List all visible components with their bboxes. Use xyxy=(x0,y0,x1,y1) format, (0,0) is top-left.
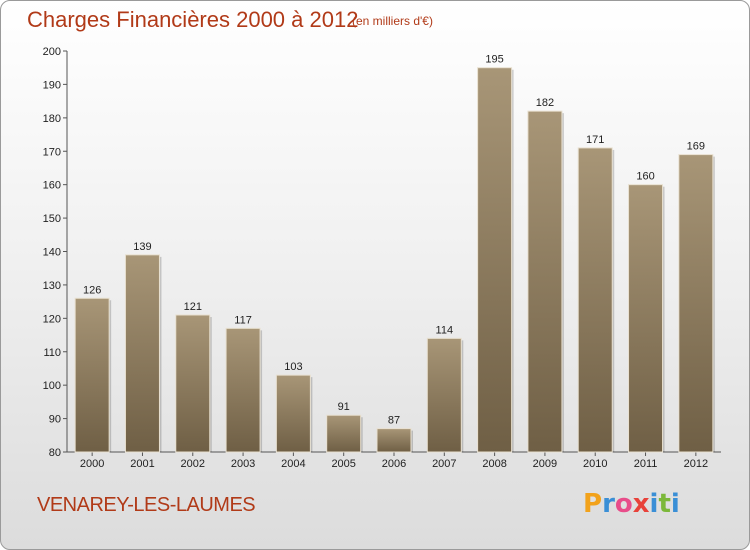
bar-2008 xyxy=(477,67,513,453)
chart-subtitle: (en milliers d'€) xyxy=(352,14,433,28)
bar-2002 xyxy=(175,314,211,453)
bar-2001 xyxy=(124,254,160,453)
bar-2006 xyxy=(376,428,412,453)
brand-letter: x xyxy=(632,489,650,519)
data-label-2000: 126 xyxy=(83,284,101,296)
bar-2007 xyxy=(426,337,462,453)
bar-2010 xyxy=(577,147,613,453)
y-tick-label: 90 xyxy=(49,414,61,426)
chart-title: Charges Financières 2000 à 2012 xyxy=(27,7,359,32)
bar-2011 xyxy=(628,184,664,453)
data-label-2011: 160 xyxy=(636,171,654,183)
x-tick-label-2002: 2002 xyxy=(181,458,205,470)
x-tick-label-2008: 2008 xyxy=(482,458,506,470)
bar-2009 xyxy=(527,110,563,453)
data-label-2002: 121 xyxy=(184,301,202,313)
x-tick-label-2001: 2001 xyxy=(130,458,154,470)
brand-letter: r xyxy=(602,489,615,519)
y-tick-label: 140 xyxy=(43,247,61,259)
data-label-2012: 169 xyxy=(687,141,705,153)
bar-2003 xyxy=(225,327,261,453)
bar-2005 xyxy=(326,414,362,453)
data-label-2009: 182 xyxy=(536,97,554,109)
y-tick-label: 80 xyxy=(49,447,61,459)
y-tick-label: 150 xyxy=(43,213,61,225)
y-tick-label: 110 xyxy=(43,347,61,359)
data-label-2007: 114 xyxy=(436,324,454,336)
x-tick-label-2004: 2004 xyxy=(281,458,305,470)
x-tick-label-2009: 2009 xyxy=(533,458,557,470)
y-tick-label: 130 xyxy=(43,280,61,292)
x-tick-label-2006: 2006 xyxy=(382,458,406,470)
x-tick-label-2003: 2003 xyxy=(231,458,255,470)
y-tick-label: 100 xyxy=(43,380,61,392)
x-tick-label-2005: 2005 xyxy=(331,458,355,470)
data-label-2008: 195 xyxy=(485,54,503,66)
x-tick-label-2011: 2011 xyxy=(634,458,658,470)
y-tick-label: 200 xyxy=(43,46,61,58)
data-label-2004: 103 xyxy=(284,361,302,373)
x-tick-label-2007: 2007 xyxy=(432,458,456,470)
y-tick-label: 160 xyxy=(43,180,61,192)
brand-letter: t xyxy=(658,489,671,519)
x-tick-label-2000: 2000 xyxy=(80,458,104,470)
y-tick-label: 180 xyxy=(43,113,61,125)
y-tick-label: 120 xyxy=(43,313,61,325)
data-label-2006: 87 xyxy=(388,415,400,427)
brand-letter: P xyxy=(583,489,603,519)
commune-name: VENAREY-LES-LAUMES xyxy=(37,494,256,516)
brand-letter: o xyxy=(614,489,633,519)
data-label-2010: 171 xyxy=(586,134,604,146)
data-label-2001: 139 xyxy=(133,241,151,253)
y-tick-label: 190 xyxy=(43,79,61,91)
bar-2000 xyxy=(74,297,110,453)
data-label-2005: 91 xyxy=(338,401,350,413)
data-label-2003: 117 xyxy=(234,314,252,326)
brand-letter: i xyxy=(670,489,680,519)
bar-2012 xyxy=(678,154,714,453)
x-tick-label-2012: 2012 xyxy=(684,458,708,470)
proxiti-logo: Proxiti xyxy=(583,489,680,519)
brand-letter: i xyxy=(649,489,659,519)
bar-2004 xyxy=(275,374,311,453)
y-tick-label: 170 xyxy=(43,146,61,158)
x-tick-label-2010: 2010 xyxy=(583,458,607,470)
